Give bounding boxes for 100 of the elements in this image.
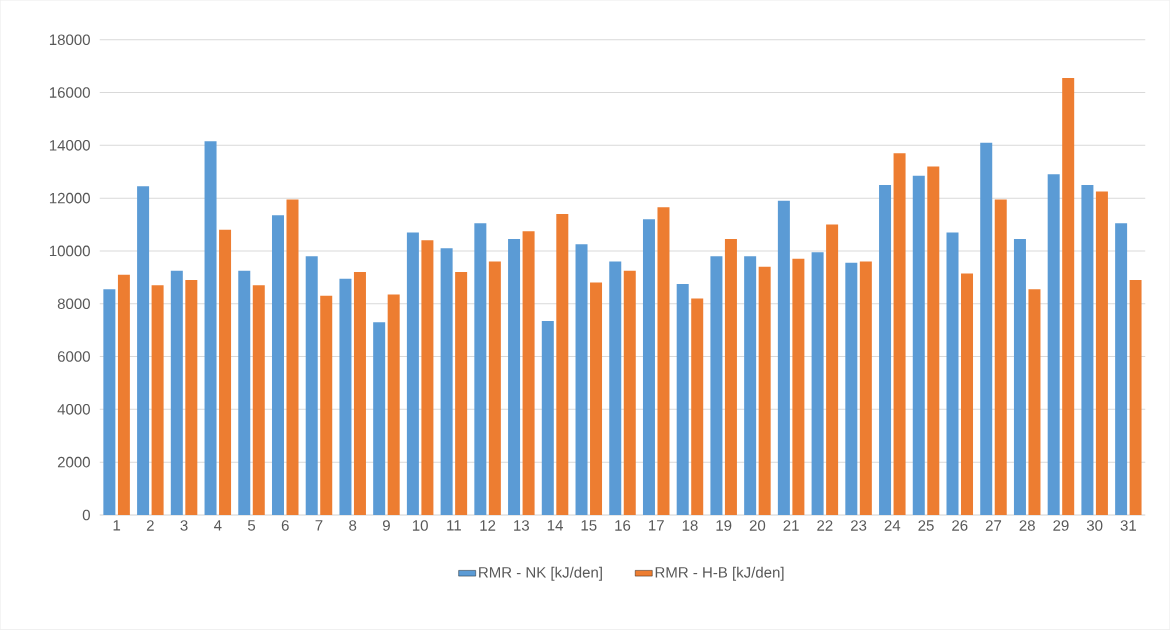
x-tick-label: 24: [884, 520, 901, 531]
bar: [488, 261, 501, 516]
y-tick-label: 0: [82, 509, 90, 521]
x-tick-label: 18: [682, 520, 698, 531]
bar: [455, 272, 468, 516]
bar: [724, 239, 737, 516]
x-tick-label: 26: [952, 520, 968, 531]
y-tick-label: 2000: [57, 456, 90, 468]
bar: [508, 239, 521, 516]
y-tick-label: 10000: [49, 245, 90, 257]
y-tick-label: 18000: [49, 34, 90, 46]
bar: [676, 284, 689, 516]
bar: [946, 232, 959, 516]
bar: [590, 282, 603, 516]
bar: [286, 199, 299, 516]
x-tick-label: 22: [817, 520, 833, 531]
x-tick-label: 16: [615, 520, 631, 531]
bar: [1028, 289, 1041, 516]
x-tick-label: 3: [180, 520, 188, 531]
x-tick-label: 7: [315, 520, 323, 531]
x-tick-label: 25: [918, 520, 934, 531]
x-tick-label: 31: [1120, 520, 1136, 531]
bar: [305, 256, 318, 516]
bar: [353, 272, 366, 516]
bar: [1081, 185, 1094, 516]
bar: [826, 224, 839, 516]
bar: [387, 294, 400, 516]
x-tick-label: 17: [649, 520, 664, 531]
x-tick-label: 30: [1086, 520, 1103, 531]
bar: [1095, 191, 1108, 516]
x-tick-label: 4: [213, 520, 222, 531]
bar: [1129, 280, 1142, 516]
x-tick-label: 1: [113, 520, 121, 531]
bar: [137, 186, 150, 516]
bar: [219, 229, 232, 516]
bar: [522, 231, 535, 516]
bar: [238, 270, 251, 516]
bar: [691, 298, 704, 516]
bar: [117, 274, 130, 516]
bar: [792, 259, 805, 516]
x-tick-label: 5: [247, 520, 256, 531]
bar: [440, 248, 453, 516]
bar: [710, 256, 723, 516]
bar: [421, 240, 434, 516]
bar: [1062, 78, 1075, 516]
bar: [541, 321, 554, 516]
bar: [609, 261, 622, 516]
bar: [271, 215, 284, 516]
bar: [845, 262, 858, 516]
bar: [1115, 223, 1128, 516]
x-tick-label: 14: [547, 520, 563, 531]
bar: [474, 223, 487, 516]
legend-label: RMR - H-B [kJ/den]: [655, 566, 784, 581]
x-tick-label: 2: [146, 520, 154, 531]
x-tick-label: 8: [349, 520, 357, 531]
x-tick-label: 23: [850, 520, 867, 531]
bar: [204, 141, 217, 516]
bar: [642, 219, 655, 516]
bar: [170, 270, 183, 516]
y-tick-label: 12000: [49, 192, 90, 204]
x-tick-label: 21: [783, 520, 799, 531]
x-tick-label: 9: [382, 520, 390, 531]
bar: [151, 285, 164, 516]
bar: [406, 232, 419, 516]
bar: [103, 289, 116, 516]
x-tick-label: 10: [412, 520, 428, 531]
bar: [320, 295, 333, 516]
bar: [879, 185, 892, 516]
bar: [657, 207, 670, 516]
y-tick-label: 16000: [49, 87, 90, 98]
bar: [912, 175, 925, 516]
bar: [811, 252, 824, 516]
bar: [556, 214, 569, 516]
bar: [980, 142, 993, 516]
bar: [185, 280, 198, 516]
x-tick-label: 19: [716, 520, 732, 531]
x-tick-label: 6: [281, 520, 289, 531]
bar: [961, 273, 974, 516]
x-tick-label: 29: [1053, 520, 1069, 531]
bar: [1047, 174, 1060, 516]
x-tick-label: 20: [749, 520, 766, 531]
bar: [758, 266, 771, 516]
y-tick-label: 14000: [49, 140, 90, 151]
bar: [339, 278, 352, 516]
y-tick-label: 8000: [57, 298, 90, 310]
bar: [623, 270, 636, 516]
x-tick-label: 11: [447, 520, 461, 531]
bar: [575, 244, 588, 516]
y-tick-label: 6000: [57, 351, 90, 362]
x-tick-label: 12: [480, 520, 496, 531]
bar: [893, 153, 906, 516]
bar: [1013, 239, 1026, 516]
x-tick-label: 13: [514, 520, 530, 531]
bar: [927, 166, 940, 516]
bar: [373, 322, 386, 516]
bar: [252, 285, 265, 516]
x-tick-label: 15: [581, 520, 597, 531]
bar: [744, 256, 757, 516]
bar: [777, 200, 790, 516]
x-tick-label: 28: [1019, 520, 1035, 531]
